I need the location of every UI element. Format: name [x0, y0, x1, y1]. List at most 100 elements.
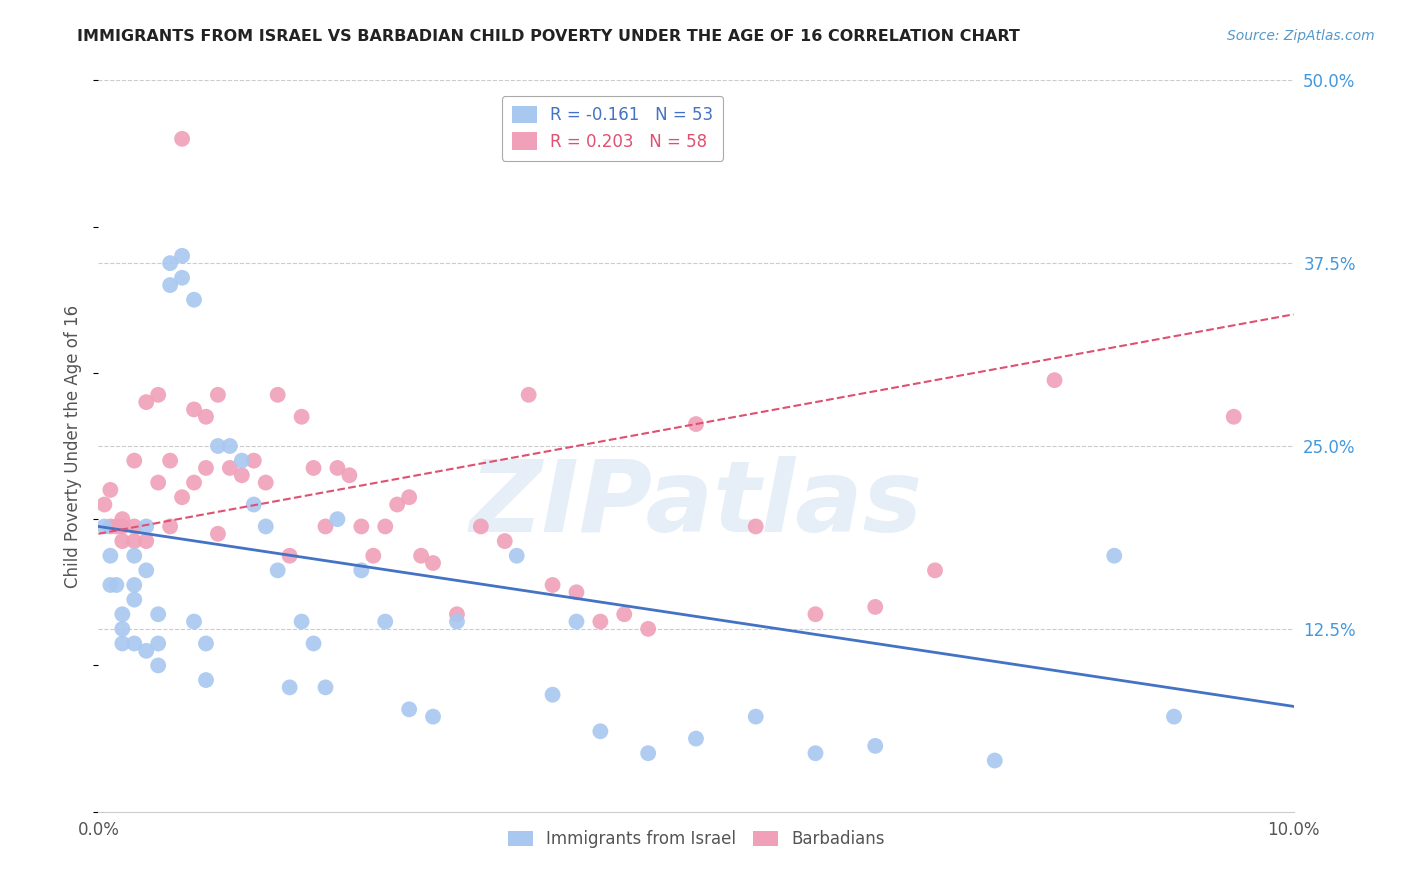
Point	[506, 549, 529, 563]
Point	[398, 702, 420, 716]
Point	[470, 519, 492, 533]
Point	[124, 578, 146, 592]
Point	[326, 461, 349, 475]
Point	[291, 409, 314, 424]
Point	[231, 468, 253, 483]
Point	[326, 512, 349, 526]
Point	[541, 578, 564, 592]
Point	[148, 636, 170, 650]
Point	[278, 681, 301, 695]
Point	[135, 534, 157, 549]
Point	[183, 475, 205, 490]
Point	[302, 636, 325, 650]
Point	[195, 636, 218, 650]
Point	[637, 746, 659, 760]
Point	[148, 388, 170, 402]
Point	[98, 519, 122, 533]
Point	[804, 746, 827, 760]
Point	[278, 549, 301, 563]
Point	[183, 293, 205, 307]
Point	[589, 615, 612, 629]
Point	[183, 615, 205, 629]
Point	[111, 607, 134, 622]
Point	[124, 519, 146, 533]
Point	[302, 461, 325, 475]
Point	[1223, 409, 1246, 424]
Point	[315, 681, 337, 695]
Point	[98, 549, 122, 563]
Point	[207, 526, 229, 541]
Point	[207, 388, 229, 402]
Legend: Immigrants from Israel, Barbadians: Immigrants from Israel, Barbadians	[501, 823, 891, 855]
Point	[745, 709, 768, 723]
Point	[374, 615, 396, 629]
Point	[219, 461, 242, 475]
Point	[350, 563, 373, 577]
Point	[111, 512, 134, 526]
Point	[159, 278, 181, 293]
Point	[411, 549, 433, 563]
Point	[172, 132, 194, 146]
Point	[517, 388, 540, 402]
Point	[98, 578, 122, 592]
Point	[1104, 549, 1126, 563]
Point	[350, 519, 373, 533]
Point	[124, 453, 146, 467]
Point	[267, 563, 290, 577]
Point	[124, 549, 146, 563]
Point	[195, 461, 218, 475]
Point	[183, 402, 205, 417]
Point	[124, 592, 146, 607]
Point	[98, 483, 122, 497]
Point	[124, 636, 146, 650]
Point	[374, 519, 396, 533]
Point	[148, 607, 170, 622]
Point	[159, 453, 181, 467]
Point	[865, 739, 887, 753]
Point	[172, 249, 194, 263]
Point	[541, 688, 564, 702]
Point	[924, 563, 946, 577]
Point	[1043, 373, 1066, 387]
Point	[565, 585, 588, 599]
Point	[111, 519, 134, 533]
Point	[105, 578, 128, 592]
Point	[111, 622, 134, 636]
Point	[589, 724, 612, 739]
Point	[254, 519, 277, 533]
Point	[613, 607, 636, 622]
Point	[422, 709, 444, 723]
Point	[446, 607, 468, 622]
Point	[93, 519, 115, 533]
Point	[172, 270, 194, 285]
Point	[363, 549, 385, 563]
Point	[243, 498, 266, 512]
Point	[135, 519, 157, 533]
Point	[148, 475, 170, 490]
Point	[804, 607, 827, 622]
Point	[195, 409, 218, 424]
Point	[159, 256, 181, 270]
Point	[105, 519, 128, 533]
Point	[315, 519, 337, 533]
Text: IMMIGRANTS FROM ISRAEL VS BARBADIAN CHILD POVERTY UNDER THE AGE OF 16 CORRELATIO: IMMIGRANTS FROM ISRAEL VS BARBADIAN CHIL…	[77, 29, 1021, 44]
Point	[422, 556, 444, 570]
Point	[1163, 709, 1185, 723]
Point	[385, 498, 409, 512]
Point	[494, 534, 516, 549]
Point	[398, 490, 420, 504]
Point	[135, 644, 157, 658]
Point	[111, 636, 134, 650]
Point	[865, 599, 887, 614]
Point	[685, 417, 707, 431]
Point	[219, 439, 242, 453]
Point	[984, 754, 1007, 768]
Point	[93, 498, 115, 512]
Point	[207, 439, 229, 453]
Point	[135, 563, 157, 577]
Point	[446, 615, 468, 629]
Point	[291, 615, 314, 629]
Point	[124, 534, 146, 549]
Point	[565, 615, 588, 629]
Point	[267, 388, 290, 402]
